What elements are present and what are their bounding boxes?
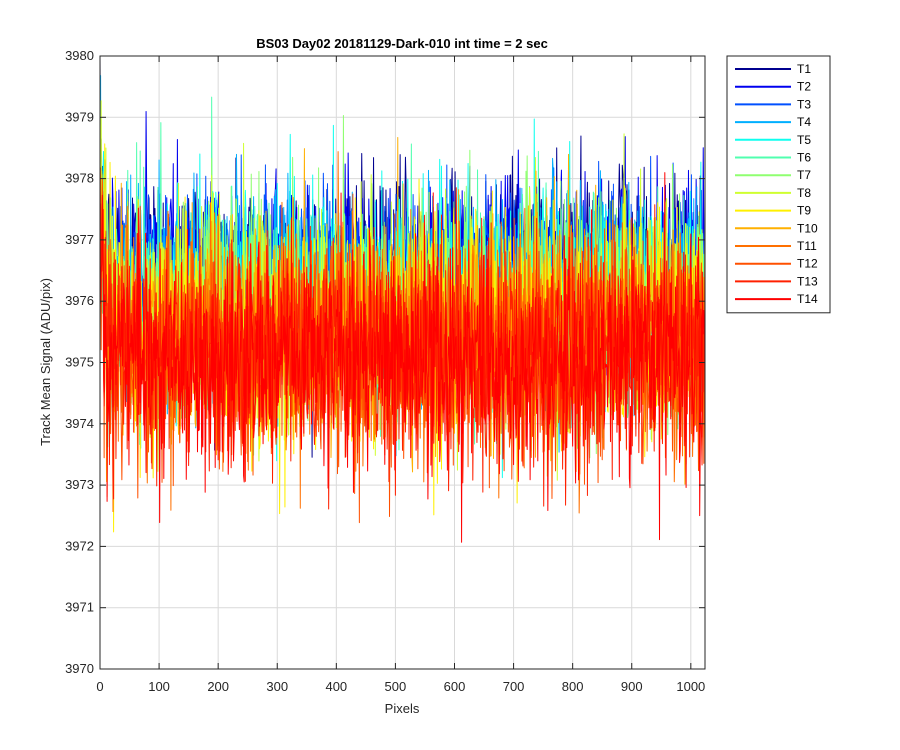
- legend-label-t12: T12: [797, 257, 818, 271]
- x-tick-label: 700: [503, 679, 525, 694]
- x-tick-label: 1000: [676, 679, 705, 694]
- series-line-t14: [99, 172, 706, 543]
- y-tick-label: 3974: [65, 416, 94, 431]
- x-tick-label: 400: [325, 679, 347, 694]
- y-tick-label: 3971: [65, 600, 94, 615]
- legend-label-t4: T4: [797, 115, 811, 129]
- x-tick-label: 600: [444, 679, 466, 694]
- y-tick-label: 3975: [65, 355, 94, 370]
- legend-label-t10: T10: [797, 221, 818, 235]
- y-tick-label: 3973: [65, 477, 94, 492]
- legend: T1 T2 T3 T4 T5 T6 T7 T8 T9 T10 T11 T12 T13 T14: [726, 55, 831, 314]
- legend-label-t1: T1: [797, 62, 811, 76]
- legend-label-t8: T8: [797, 186, 811, 200]
- legend-label-t3: T3: [797, 97, 811, 111]
- y-tick-label: 3976: [65, 293, 94, 308]
- legend-label-t6: T6: [797, 151, 811, 165]
- legend-label-t5: T5: [797, 133, 811, 147]
- y-tick-label: 3972: [65, 538, 94, 553]
- x-tick-label: 800: [562, 679, 584, 694]
- legend-label-t7: T7: [797, 168, 811, 182]
- y-tick-label: 3977: [65, 232, 94, 247]
- x-tick-label: 100: [148, 679, 170, 694]
- x-axis-label: Pixels: [385, 701, 420, 716]
- ticks: 0 100 200 300 400 500 600 700 800 900 1000 3970 3971…: [65, 48, 705, 694]
- legend-label-t11: T11: [797, 239, 817, 253]
- x-tick-label: 300: [266, 679, 288, 694]
- x-tick-label: 200: [207, 679, 229, 694]
- y-tick-label: 3970: [65, 661, 94, 676]
- legend-label-t13: T13: [797, 274, 818, 288]
- y-tick-label: 3978: [65, 171, 94, 186]
- x-tick-label: 500: [385, 679, 407, 694]
- legend-label-t2: T2: [797, 80, 811, 94]
- legend-label-t14: T14: [797, 292, 818, 306]
- y-tick-label: 3980: [65, 48, 94, 63]
- x-tick-label: 0: [96, 679, 103, 694]
- y-axis-label: Track Mean Signal (ADU/pix): [38, 278, 53, 446]
- chart-title: BS03 Day02 20181129-Dark-010 int time = …: [256, 36, 548, 51]
- legend-label-t9: T9: [797, 204, 811, 218]
- y-tick-label: 3979: [65, 109, 94, 124]
- legend-box: [726, 55, 831, 314]
- series-group: [99, 55, 706, 543]
- x-tick-label: 900: [621, 679, 643, 694]
